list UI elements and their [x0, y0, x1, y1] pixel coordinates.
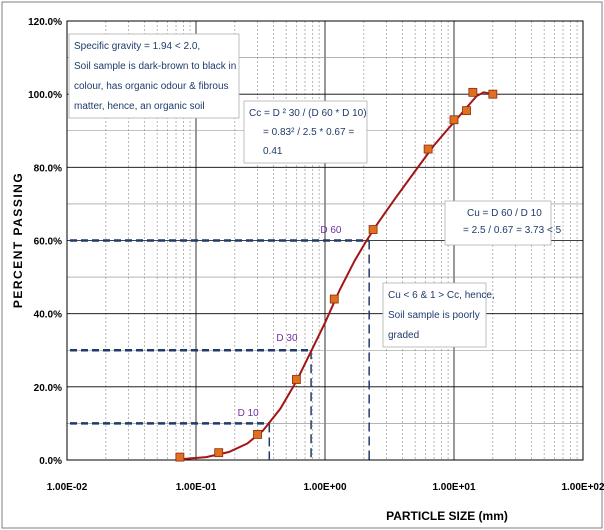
x-axis-title: PARTICLE SIZE (mm) [386, 509, 508, 523]
annotation-line: matter, hence, an organic soil [74, 101, 205, 112]
annotation-line: Soil sample is poorly [388, 310, 480, 321]
marker-label: D 10 [238, 408, 260, 419]
marker-label: D 60 [320, 225, 342, 236]
annotation-line: 0.41 [263, 146, 283, 157]
y-tick-label: 20.0% [34, 383, 62, 394]
annotation-line: = 0.83² / 2.5 * 0.67 = [263, 127, 354, 138]
data-point [424, 145, 432, 153]
annotation-line: colour, has organic odour & fibrous [74, 81, 229, 92]
annotation-line: Cc = D ² 30 / (D 60 * D 10) [249, 108, 367, 119]
x-tick-label: 1.00E-01 [176, 482, 217, 493]
annotation-line: Cu < 6 & 1 > Cc, hence, [388, 290, 495, 301]
annotation-line: = 2.5 / 0.67 = 3.73 < 5 [463, 225, 562, 236]
data-point [330, 295, 338, 303]
annotation-line: Cu = D 60 / D 10 [467, 208, 542, 219]
data-point [176, 453, 184, 461]
y-tick-label: 80.0% [34, 163, 62, 174]
x-tick-label: 1.00E+00 [303, 482, 347, 493]
data-point [469, 88, 477, 96]
data-point [489, 90, 497, 98]
data-point [369, 226, 377, 234]
annotation-line: Specific gravity = 1.94 < 2.0, [74, 41, 200, 52]
x-tick-label: 1.00E-02 [47, 482, 88, 493]
data-point [215, 449, 223, 457]
y-tick-label: 40.0% [34, 310, 62, 321]
data-point [463, 107, 471, 115]
y-tick-label: 120.0% [28, 17, 62, 28]
x-tick-label: 1.00E+02 [561, 482, 604, 493]
y-axis-title: PERCENT PASSING [11, 172, 25, 308]
annotation-line: Soil sample is dark-brown to black in [74, 61, 236, 72]
y-tick-label: 100.0% [28, 90, 62, 101]
marker-label: D 30 [276, 333, 298, 344]
data-point [450, 116, 458, 124]
data-point [292, 376, 300, 384]
annotation-line: graded [388, 330, 419, 341]
y-tick-label: 0.0% [39, 456, 62, 467]
y-tick-label: 60.0% [34, 237, 62, 248]
x-tick-label: 1.00E+01 [432, 482, 476, 493]
data-point [254, 430, 262, 438]
